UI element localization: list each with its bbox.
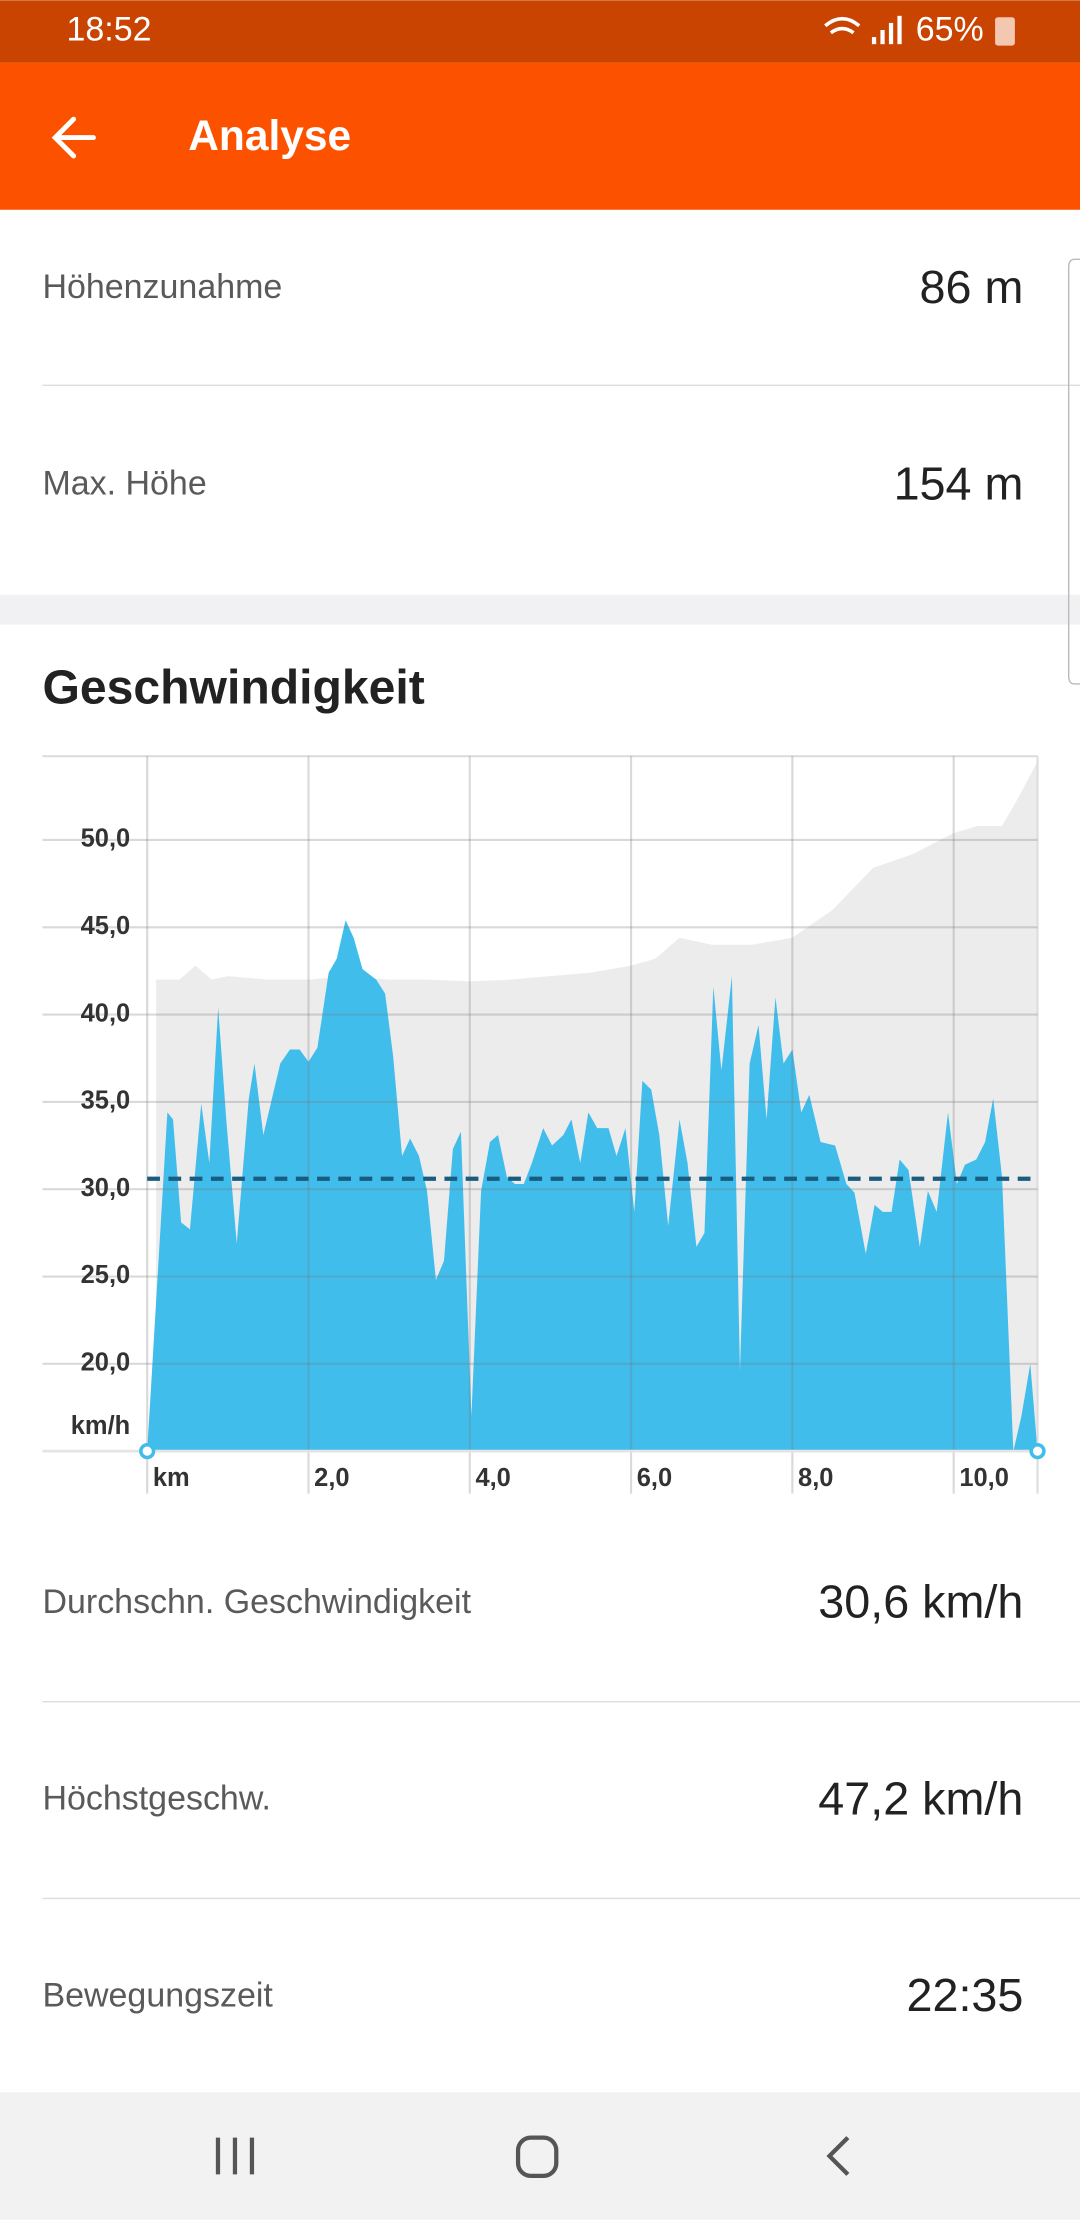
range-handle [1029, 1442, 1046, 1460]
x-tick-label: 8,0 [798, 1464, 833, 1492]
stat-value: 22:35 [907, 1969, 1024, 2021]
y-tick-label: 45,0 [81, 912, 131, 940]
stat-label: Bewegungszeit [42, 1976, 273, 2014]
x-tick-label: 10,0 [959, 1464, 1009, 1492]
x-tick-label: km [153, 1464, 190, 1492]
stat-value: 86 m [920, 261, 1024, 313]
app-bar [0, 62, 1080, 210]
signal-icon [871, 15, 902, 45]
nav-bar [0, 2092, 1080, 2220]
stat-label: Max. Höhe [42, 465, 206, 503]
wifi-icon [824, 16, 861, 35]
x-tick-label: 6,0 [637, 1464, 672, 1492]
section-gap [0, 594, 1080, 625]
y-tick-label: 40,0 [81, 999, 131, 1027]
y-tick-label: 30,0 [81, 1174, 131, 1202]
scroll-handle[interactable] [1067, 258, 1080, 685]
y-tick-label: 25,0 [81, 1261, 131, 1289]
stat-label: Höhenzunahme [42, 268, 282, 306]
y-axis-label: km/h [71, 1412, 130, 1440]
back-button[interactable] [51, 116, 96, 159]
y-tick-label: 50,0 [81, 825, 131, 853]
home-button[interactable] [515, 2135, 559, 2178]
stat-value: 47,2 km/h [818, 1773, 1023, 1825]
recents-button[interactable] [215, 2137, 255, 2175]
speed-chart: 20,0 25,0 30,0 35,0 40,0 45,0 50,0 km 2,0 4,0 6,0 8… [42, 755, 1046, 1494]
speed-area [147, 920, 1038, 1452]
y-tick-label: 20,0 [81, 1349, 131, 1377]
section-title: Geschwindigkeit [42, 661, 424, 715]
status-time: 18:52 [67, 10, 152, 48]
stat-label: Höchstgeschw. [42, 1780, 270, 1818]
x-tick-label: 4,0 [475, 1464, 510, 1492]
stat-value: 30,6 km/h [818, 1576, 1023, 1628]
y-tick-label: 35,0 [81, 1087, 131, 1115]
x-tick-label: 2,0 [314, 1464, 349, 1492]
stat-label: Durchschn. Geschwindigkeit [42, 1583, 471, 1621]
stat-value: 154 m [894, 458, 1024, 510]
battery-icon [995, 17, 1015, 46]
range-handle [139, 1442, 156, 1460]
battery-text: 65% [916, 10, 984, 48]
app-title: Analyse [188, 112, 351, 159]
nav-back-button[interactable] [826, 2136, 850, 2176]
